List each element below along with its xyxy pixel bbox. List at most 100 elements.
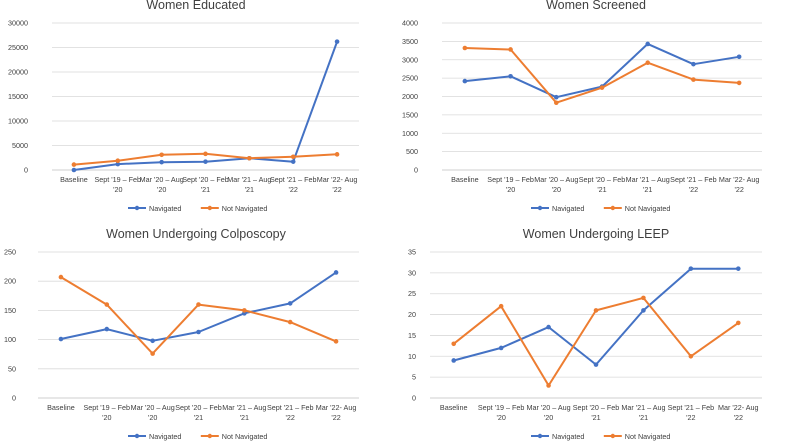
data-point-navigated — [159, 159, 164, 165]
data-point-navigated — [645, 41, 651, 47]
data-point-navigated — [115, 161, 121, 167]
x-tick-label: Mar '22- Aug — [718, 403, 759, 412]
x-tick-label: Sept '19 – Feb — [95, 175, 142, 184]
x-tick-label: Baseline — [47, 403, 75, 412]
y-tick-label: 5000 — [12, 141, 28, 150]
y-tick-label: 50 — [8, 364, 16, 373]
x-tick-label: '22 — [734, 413, 743, 422]
chart-4: Women Undergoing LEEP 0 5 10 15 20 25 30 35 Basel… — [408, 227, 762, 441]
data-point-not-navigated — [508, 47, 513, 52]
x-tick-label: '21 — [240, 413, 249, 422]
y-tick-label: 3500 — [402, 37, 418, 46]
x-tick-label: '20 — [496, 413, 505, 422]
data-point-not-navigated — [451, 341, 457, 347]
data-point-navigated — [334, 39, 340, 44]
chart-3: Women Undergoing Colposcopy 0 50 100 150 200 2… — [4, 227, 359, 441]
legend-marker-navigated — [537, 433, 543, 439]
data-point-navigated — [735, 266, 741, 271]
x-tick-label: Sept '21 – Feb — [668, 403, 715, 412]
legend-label-navigated: Navigated — [552, 204, 584, 213]
y-tick-label: 150 — [4, 306, 16, 315]
y-tick-label: 0 — [412, 394, 416, 403]
data-point-not-navigated — [735, 320, 741, 326]
y-tick-label: 0 — [12, 394, 16, 403]
data-point-not-navigated — [333, 339, 339, 344]
y-tick-label: 0 — [24, 166, 28, 175]
x-tick-label: Sept '21 – Feb — [267, 403, 314, 412]
x-tick-label: Sept '21 – Feb — [670, 175, 717, 184]
x-tick-label: '21 — [639, 413, 648, 422]
legend-label-navigated: Navigated — [149, 204, 181, 213]
data-point-navigated — [333, 270, 339, 275]
y-tick-label: 2000 — [402, 92, 418, 101]
data-point-navigated — [641, 308, 646, 313]
x-tick-label: Sept '21 – Feb — [270, 175, 317, 184]
y-tick-label: 200 — [4, 277, 16, 286]
data-point-navigated — [451, 358, 457, 363]
data-point-not-navigated — [58, 274, 64, 280]
data-point-navigated — [290, 159, 296, 164]
data-point-not-navigated — [593, 308, 599, 313]
series-line-not-navigated — [463, 47, 741, 104]
y-tick-label: 25000 — [8, 43, 28, 52]
data-point-not-navigated — [290, 154, 296, 160]
legend-marker-navigated — [537, 205, 543, 211]
legend-marker-not-navigated — [610, 205, 615, 211]
legend-label-not-navigated: Not Navigated — [222, 432, 268, 441]
data-point-navigated — [58, 336, 64, 342]
y-tick-label: 3000 — [402, 55, 418, 64]
x-tick-label: Baseline — [451, 175, 479, 184]
x-tick-label: '20 — [544, 413, 553, 422]
data-point-navigated — [71, 167, 77, 173]
x-tick-label: '21 — [194, 413, 203, 422]
x-tick-label: '22 — [734, 185, 743, 194]
series-line-navigated — [452, 267, 740, 366]
x-tick-label: Mar '21 – Aug — [626, 175, 670, 184]
chart-1: Women Educated 0 5000 10000 15000 20000 25000 3… — [8, 0, 359, 213]
x-tick-label: '20 — [506, 185, 515, 194]
x-tick-label: '21 — [643, 185, 652, 194]
data-point-not-navigated — [553, 100, 559, 106]
data-point-not-navigated — [104, 302, 110, 307]
x-tick-label: Baseline — [60, 175, 88, 184]
data-point-not-navigated — [688, 353, 694, 359]
x-tick-label: '20 — [148, 413, 157, 422]
data-point-navigated — [553, 94, 559, 100]
y-tick-label: 20000 — [8, 68, 28, 77]
data-point-navigated — [150, 338, 155, 344]
legend-label-not-navigated: Not Navigated — [222, 204, 268, 213]
legend-marker-not-navigated — [207, 205, 212, 211]
legend-marker-navigated — [134, 205, 140, 211]
x-tick-label: '22 — [289, 185, 298, 194]
y-tick-label: 1500 — [402, 110, 418, 119]
x-tick-label: '20 — [113, 185, 122, 194]
y-tick-label: 500 — [406, 147, 418, 156]
x-tick-label: Mar '20 – Aug — [527, 403, 571, 412]
legend-label-navigated: Navigated — [552, 432, 584, 441]
data-point-navigated — [688, 266, 694, 271]
data-point-not-navigated — [247, 155, 252, 161]
y-tick-label: 15 — [408, 331, 416, 340]
y-tick-label: 10 — [408, 352, 416, 361]
legend-marker-navigated — [134, 433, 140, 439]
y-tick-label: 10000 — [8, 117, 28, 126]
legend-marker-not-navigated — [610, 433, 615, 439]
chart-title: Women Undergoing LEEP — [523, 227, 669, 241]
legend-label-navigated: Navigated — [149, 432, 181, 441]
y-tick-label: 25 — [408, 289, 416, 298]
legend-label-not-navigated: Not Navigated — [625, 204, 671, 213]
data-point-not-navigated — [287, 319, 293, 325]
data-point-navigated — [196, 329, 201, 335]
data-point-navigated — [287, 301, 293, 306]
y-tick-label: 15000 — [8, 92, 28, 101]
legend-label-not-navigated: Not Navigated — [625, 432, 671, 441]
x-tick-label: Sept '20 – Feb — [175, 403, 222, 412]
data-point-navigated — [593, 362, 599, 367]
x-tick-label: Sept '19 – Feb — [478, 403, 525, 412]
y-tick-label: 1000 — [402, 129, 418, 138]
x-tick-label: Mar '22- Aug — [719, 175, 760, 184]
x-tick-label: Mar '20 – Aug — [534, 175, 578, 184]
x-tick-label: '20 — [552, 185, 561, 194]
data-point-navigated — [462, 78, 468, 84]
